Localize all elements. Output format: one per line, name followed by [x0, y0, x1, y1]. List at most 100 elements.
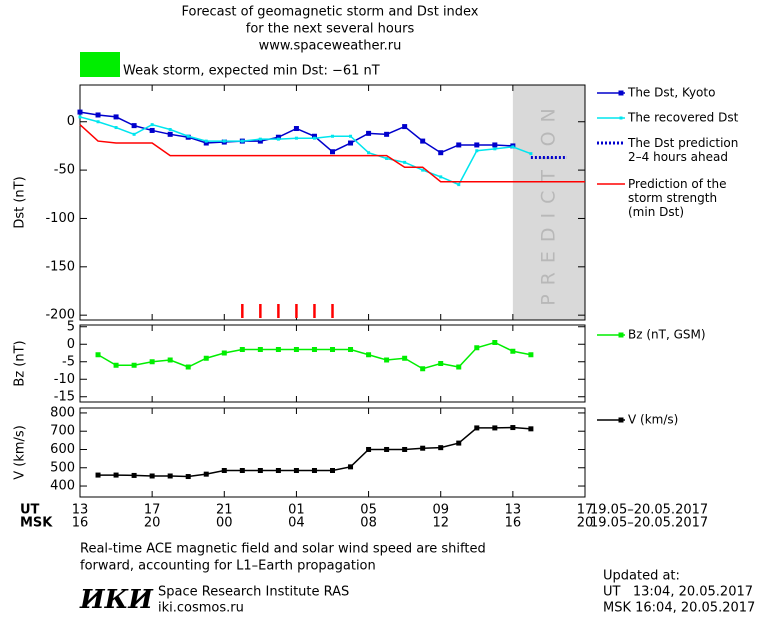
y-tick-label: -10 — [54, 372, 75, 387]
marker — [366, 352, 372, 358]
marker — [493, 147, 497, 151]
panel-frame — [79, 407, 586, 498]
marker — [438, 361, 444, 366]
marker — [312, 136, 316, 140]
marker — [113, 114, 119, 120]
marker — [149, 359, 155, 365]
marker — [131, 123, 137, 129]
marker — [239, 347, 245, 352]
marker — [222, 139, 226, 143]
series-line — [79, 111, 513, 154]
y-tick-label: 400 — [50, 479, 75, 494]
marker — [402, 446, 408, 452]
marker — [474, 142, 480, 148]
marker — [203, 140, 209, 146]
marker — [420, 138, 426, 144]
marker — [492, 142, 498, 148]
x-tick-label: 08 — [360, 516, 377, 531]
marker — [131, 362, 137, 368]
y-tick-label: 0 — [67, 337, 75, 352]
marker — [457, 183, 461, 187]
marker — [348, 347, 354, 352]
marker — [366, 130, 372, 136]
y-tick-label: -200 — [45, 308, 75, 323]
y-tick-label: -100 — [45, 211, 75, 226]
marker — [402, 355, 408, 361]
site: iki.cosmos.ru — [158, 601, 244, 616]
marker — [221, 468, 227, 474]
y-tick-label: 5 — [67, 319, 75, 334]
y-tick-label: -50 — [54, 163, 75, 178]
panel-frame — [79, 324, 586, 403]
legend-label: Bz (nT, GSM) — [628, 328, 706, 342]
legend-label: V (km/s) — [628, 413, 678, 427]
marker — [185, 364, 191, 370]
x-tick-label: 20 — [144, 516, 161, 531]
marker — [528, 426, 534, 432]
title: for the next several hours — [246, 22, 415, 37]
y-axis-label: V (km/s) — [13, 425, 28, 480]
marker — [528, 352, 534, 358]
x-tick-label: 00 — [216, 516, 233, 531]
marker — [384, 446, 390, 452]
marker — [474, 345, 480, 351]
legend-label: Prediction of the storm strength (min Dst) — [628, 177, 727, 219]
x-tick-label: 16 — [505, 516, 522, 531]
legend-marker — [618, 90, 624, 96]
marker — [420, 366, 426, 372]
marker — [511, 145, 515, 149]
marker — [402, 124, 408, 130]
marker — [439, 175, 443, 179]
storm-label: Weak storm, expected min Dst: −61 nT — [123, 64, 380, 79]
marker — [257, 347, 263, 352]
marker — [186, 134, 190, 138]
marker — [77, 109, 83, 115]
marker — [474, 425, 480, 431]
note: Real-time ACE magnetic field and solar w… — [80, 542, 486, 557]
marker — [276, 137, 280, 141]
marker — [384, 131, 390, 137]
marker — [438, 150, 444, 156]
marker — [239, 468, 245, 474]
marker — [149, 127, 155, 133]
legend-marker — [618, 417, 624, 423]
marker — [492, 340, 498, 345]
marker — [257, 138, 263, 144]
updated: UT 13:04, 20.05.2017 — [603, 585, 753, 600]
series-line — [79, 116, 532, 186]
marker — [132, 132, 136, 136]
marker — [330, 468, 335, 474]
y-axis-label: Bz (nT) — [13, 340, 28, 386]
updated: MSK 16:04, 20.05.2017 — [603, 601, 755, 616]
series-line — [97, 341, 532, 370]
marker — [420, 445, 426, 451]
marker — [204, 139, 208, 143]
title: Forecast of geomagnetic storm and Dst in… — [181, 5, 478, 20]
legend-line-text: Prediction of the — [628, 177, 727, 191]
marker — [168, 127, 172, 131]
logo: ИКИ — [79, 585, 154, 615]
x-tick-label: 13 — [505, 503, 522, 518]
y-tick-label: 600 — [50, 442, 75, 457]
legend-marker — [618, 332, 624, 338]
x-tick-label: 16 — [72, 516, 89, 531]
marker — [240, 139, 244, 143]
y-tick-label: -5 — [62, 354, 75, 369]
marker — [150, 123, 154, 127]
series-line — [79, 124, 585, 183]
marker — [311, 468, 317, 474]
x-tick-label: 01 — [288, 503, 305, 518]
note: forward, accounting for L1–Earth propaga… — [80, 559, 376, 574]
marker — [167, 473, 173, 479]
updated: Updated at: — [603, 569, 680, 584]
marker — [330, 347, 335, 352]
marker — [438, 445, 444, 451]
marker — [113, 362, 119, 368]
marker — [167, 131, 173, 137]
marker — [78, 115, 82, 119]
marker — [529, 152, 533, 156]
marker — [293, 347, 299, 352]
marker — [95, 472, 101, 478]
y-tick-label: 500 — [50, 460, 75, 475]
marker — [348, 464, 354, 470]
